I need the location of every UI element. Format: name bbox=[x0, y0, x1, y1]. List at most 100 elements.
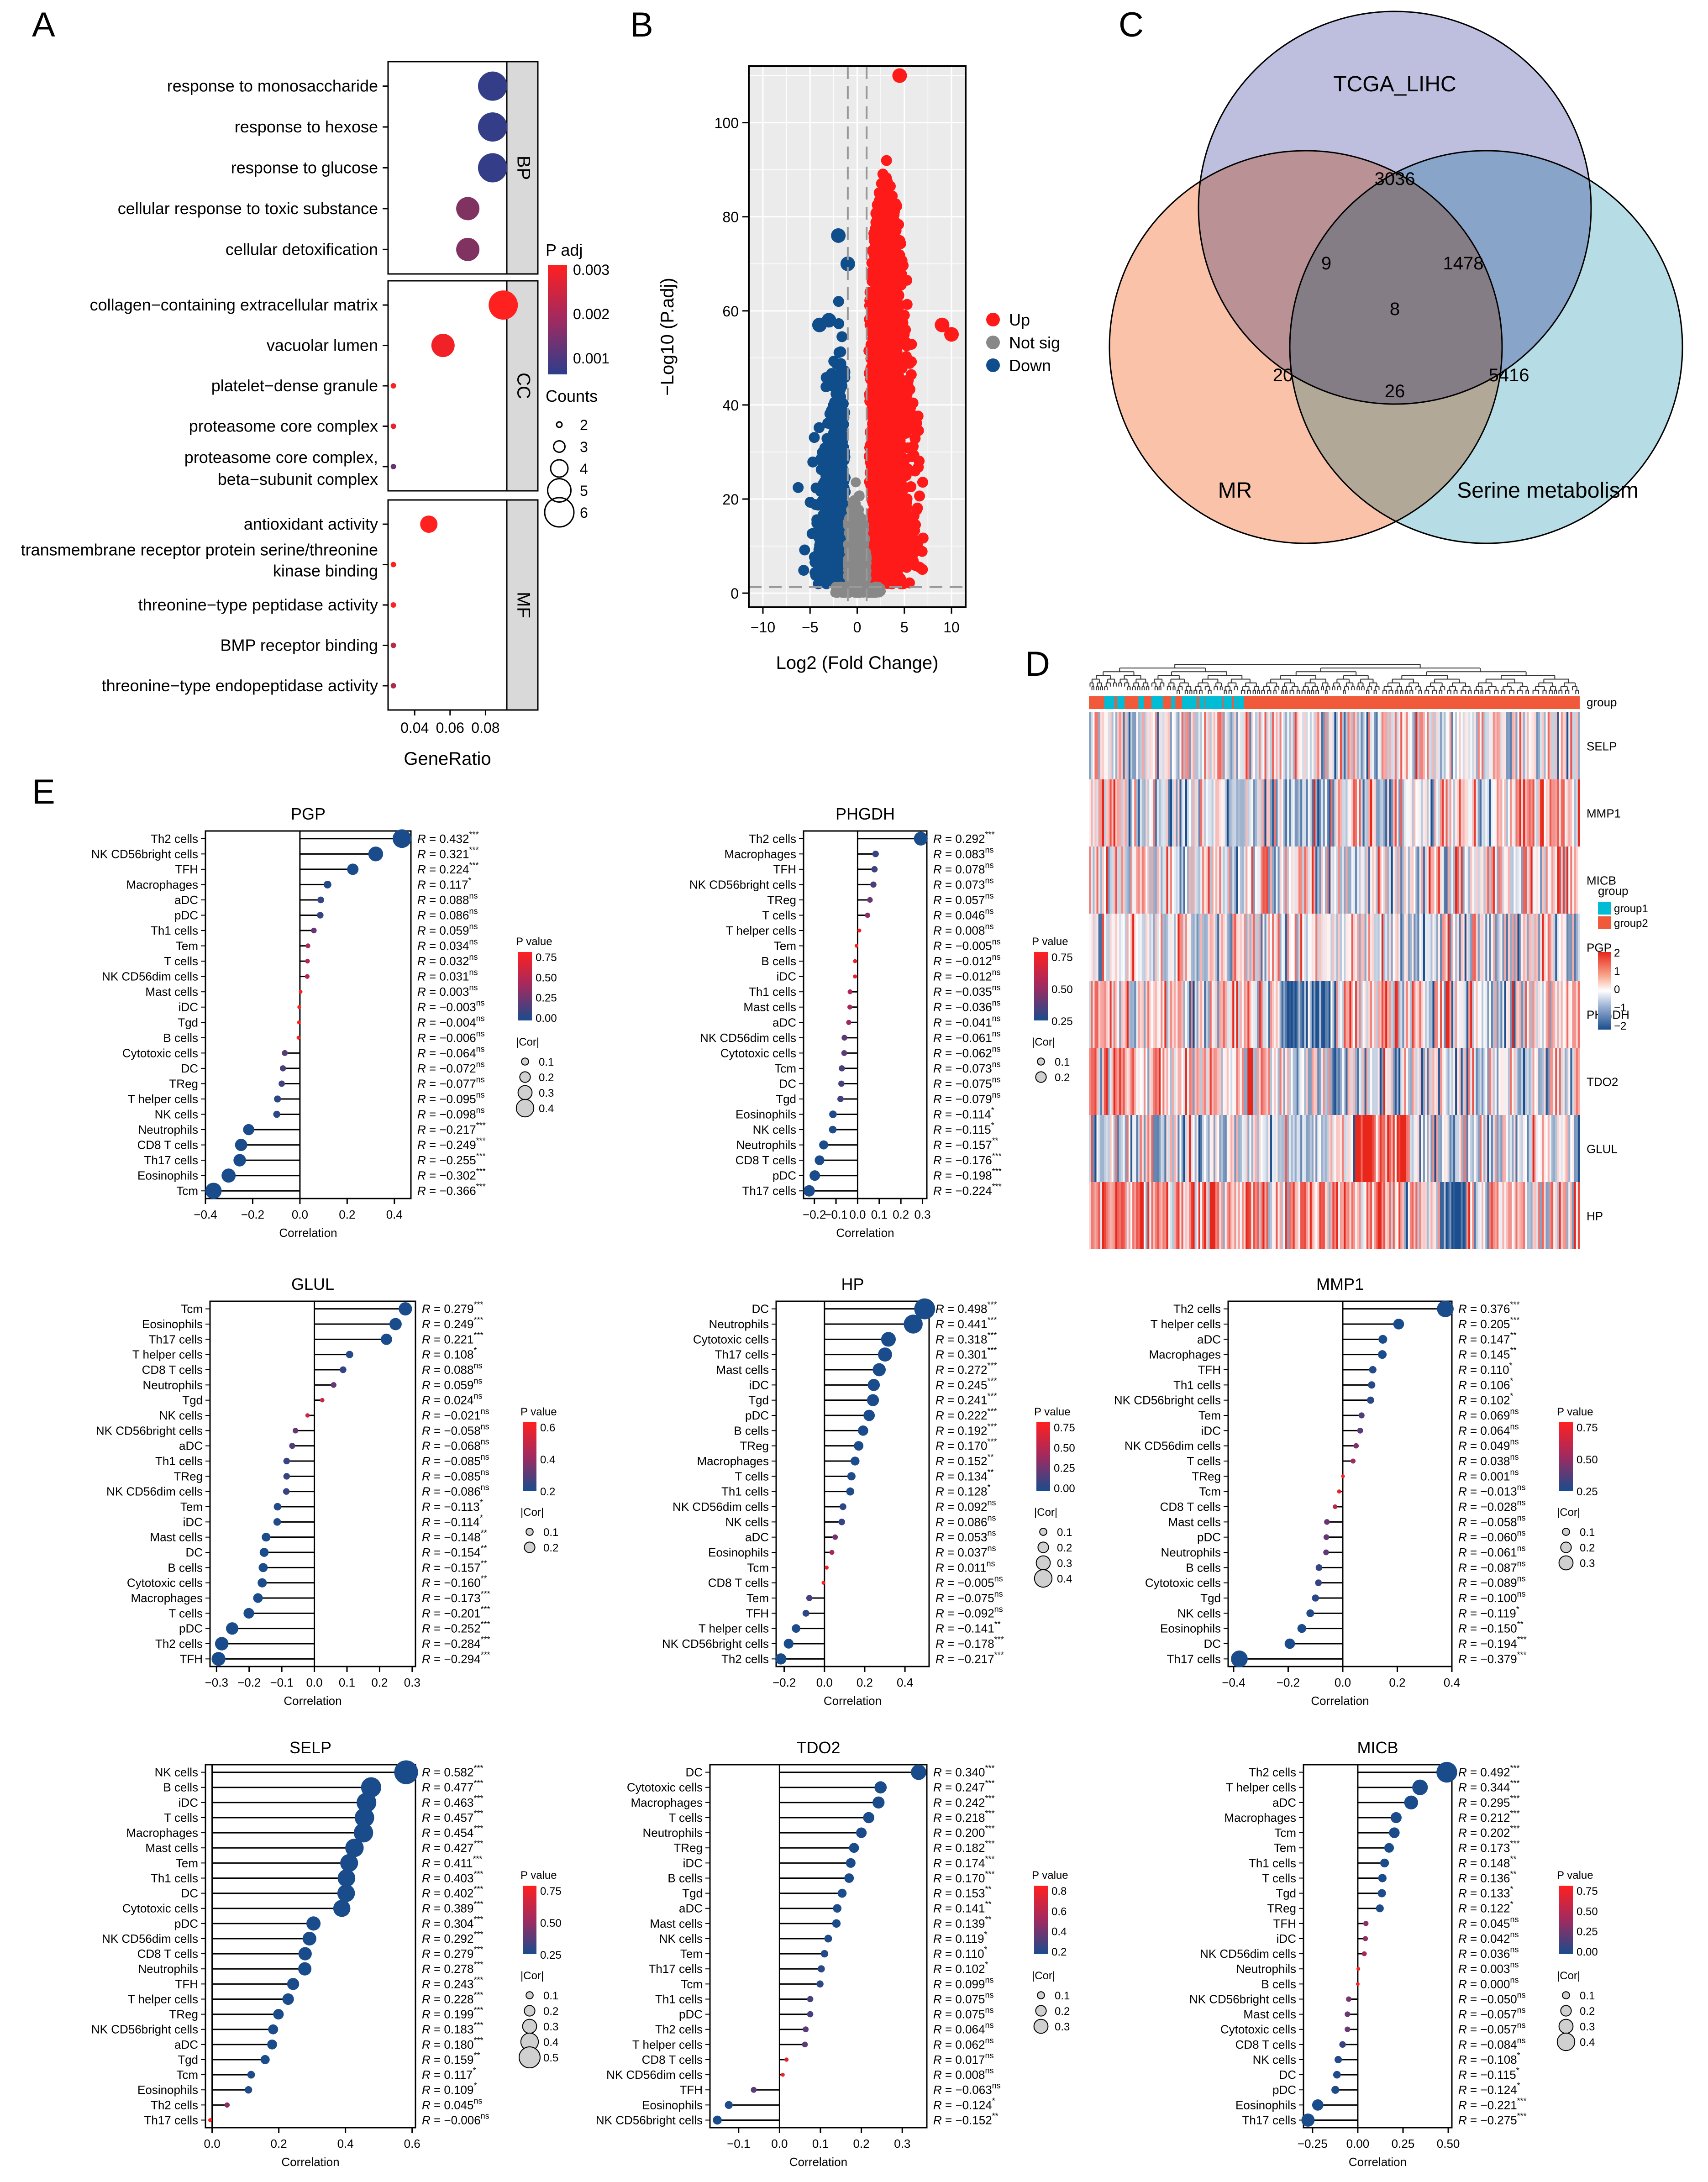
heatmap-cell bbox=[1155, 981, 1157, 1048]
heatmap-cell bbox=[1221, 981, 1224, 1048]
heatmap-cell bbox=[1096, 847, 1099, 914]
heatmap-cell bbox=[1234, 981, 1237, 1048]
heatmap-cell bbox=[1219, 712, 1222, 779]
heatmap-cell bbox=[1568, 779, 1571, 847]
heatmap-cell bbox=[1151, 981, 1154, 1048]
legend-padj-tick: 0.001 bbox=[573, 350, 610, 367]
heatmap-cell bbox=[1557, 981, 1560, 1048]
heatmap-cell bbox=[1398, 779, 1401, 847]
heatmap-cell bbox=[1468, 1048, 1471, 1115]
heatmap-cell bbox=[1412, 1048, 1414, 1115]
y-axis-title: −Log10 (P.adj) bbox=[657, 278, 678, 395]
term-label: BMP receptor binding bbox=[220, 636, 378, 654]
heatmap-cell bbox=[1455, 847, 1457, 914]
heatmap-cell bbox=[1345, 1048, 1348, 1115]
heatmap-cell bbox=[1447, 779, 1450, 847]
heatmap-cell bbox=[1194, 712, 1197, 779]
heatmap-cell bbox=[1515, 914, 1518, 981]
heatmap-cell bbox=[1236, 914, 1239, 981]
heatmap-cell bbox=[1451, 712, 1454, 779]
heatmap-cell bbox=[1115, 914, 1118, 981]
heatmap-cell bbox=[1151, 712, 1154, 779]
heatmap-cell bbox=[1512, 1048, 1514, 1115]
heatmap-cell bbox=[1427, 712, 1429, 779]
heatmap-cell bbox=[1294, 1048, 1297, 1115]
heatmap-cell bbox=[1308, 1048, 1310, 1115]
heatmap-cell bbox=[1230, 847, 1233, 914]
heatmap-cell bbox=[1485, 779, 1488, 847]
heatmap-cell bbox=[1147, 981, 1150, 1048]
heatmap-cell bbox=[1570, 914, 1573, 981]
heatmap-cell bbox=[1457, 779, 1459, 847]
heatmap-cell bbox=[1268, 1048, 1271, 1115]
heatmap-cell bbox=[1547, 779, 1550, 847]
heatmap-cell bbox=[1470, 779, 1472, 847]
venn-region-count: 1478 bbox=[1443, 253, 1484, 273]
heatmap-cell bbox=[1385, 779, 1387, 847]
heatmap-cell bbox=[1494, 847, 1497, 914]
volcano-point-up bbox=[894, 419, 905, 430]
heatmap-cell bbox=[1508, 779, 1510, 847]
heatmap-cell bbox=[1143, 712, 1146, 779]
heatmap-cell bbox=[1119, 847, 1121, 914]
heatmap-cell bbox=[1400, 847, 1403, 914]
heatmap-cell bbox=[1504, 847, 1507, 914]
heatmap-cell bbox=[1321, 847, 1324, 914]
heatmap-cell bbox=[1366, 1048, 1369, 1115]
facet-panel-cc bbox=[387, 280, 508, 492]
heatmap-cell bbox=[1198, 914, 1201, 981]
heatmap-cell bbox=[1393, 981, 1395, 1048]
heatmap-cell bbox=[1574, 914, 1577, 981]
heatmap-cell bbox=[1423, 712, 1425, 779]
heatmap-cell bbox=[1104, 914, 1106, 981]
heatmap-cell bbox=[1570, 981, 1573, 1048]
heatmap-cell bbox=[1551, 712, 1554, 779]
heatmap-cell bbox=[1332, 712, 1335, 779]
volcano-point-up bbox=[887, 546, 899, 557]
heatmap-cell bbox=[1430, 847, 1433, 914]
volcano-point-up bbox=[881, 421, 892, 432]
heatmap-cell bbox=[1349, 1048, 1352, 1115]
heatmap-cell bbox=[1232, 847, 1235, 914]
heatmap-cell bbox=[1396, 914, 1399, 981]
heatmap-cell bbox=[1106, 981, 1108, 1048]
heatmap-cell bbox=[1361, 712, 1363, 779]
heatmap-cell bbox=[1532, 847, 1535, 914]
heatmap-cell bbox=[1340, 712, 1342, 779]
heatmap-cell bbox=[1434, 1048, 1437, 1115]
volcano-point-down bbox=[826, 405, 837, 416]
heatmap-cell bbox=[1459, 914, 1461, 981]
volcano-point-up bbox=[899, 336, 910, 347]
heatmap-cell bbox=[1347, 1048, 1350, 1115]
heatmap-cell bbox=[1364, 981, 1367, 1048]
heatmap-cell bbox=[1134, 847, 1136, 914]
heatmap-cell bbox=[1419, 1048, 1422, 1115]
heatmap-cell bbox=[1555, 847, 1557, 914]
heatmap-cell bbox=[1262, 712, 1265, 779]
heatmap-cell bbox=[1256, 1048, 1259, 1115]
heatmap-cell bbox=[1424, 914, 1427, 981]
heatmap-cell bbox=[1221, 1048, 1224, 1115]
heatmap-cell bbox=[1302, 981, 1304, 1048]
heatmap-cell bbox=[1279, 712, 1282, 779]
heatmap-cell bbox=[1108, 1048, 1110, 1115]
go-term-dot bbox=[390, 602, 396, 608]
heatmap-cell bbox=[1323, 847, 1325, 914]
legend-count-value: 3 bbox=[580, 439, 588, 455]
heatmap-cell bbox=[1196, 914, 1199, 981]
heatmap-cell bbox=[1374, 779, 1377, 847]
heatmap-cell bbox=[1542, 914, 1545, 981]
y-tick-label: 0 bbox=[730, 585, 739, 602]
heatmap-cell bbox=[1393, 847, 1395, 914]
heatmap-cell bbox=[1489, 1048, 1492, 1115]
facet-strip-label: MF bbox=[513, 592, 533, 618]
heatmap-cell bbox=[1434, 847, 1437, 914]
heatmap-cell bbox=[1344, 1048, 1346, 1115]
heatmap-cell bbox=[1230, 779, 1233, 847]
heatmap-cell bbox=[1109, 712, 1112, 779]
group1-sample bbox=[1171, 696, 1174, 709]
heatmap-cell bbox=[1128, 1048, 1131, 1115]
heatmap-cell bbox=[1315, 847, 1318, 914]
heatmap-cell bbox=[1153, 779, 1156, 847]
heatmap-cell bbox=[1534, 1048, 1537, 1115]
